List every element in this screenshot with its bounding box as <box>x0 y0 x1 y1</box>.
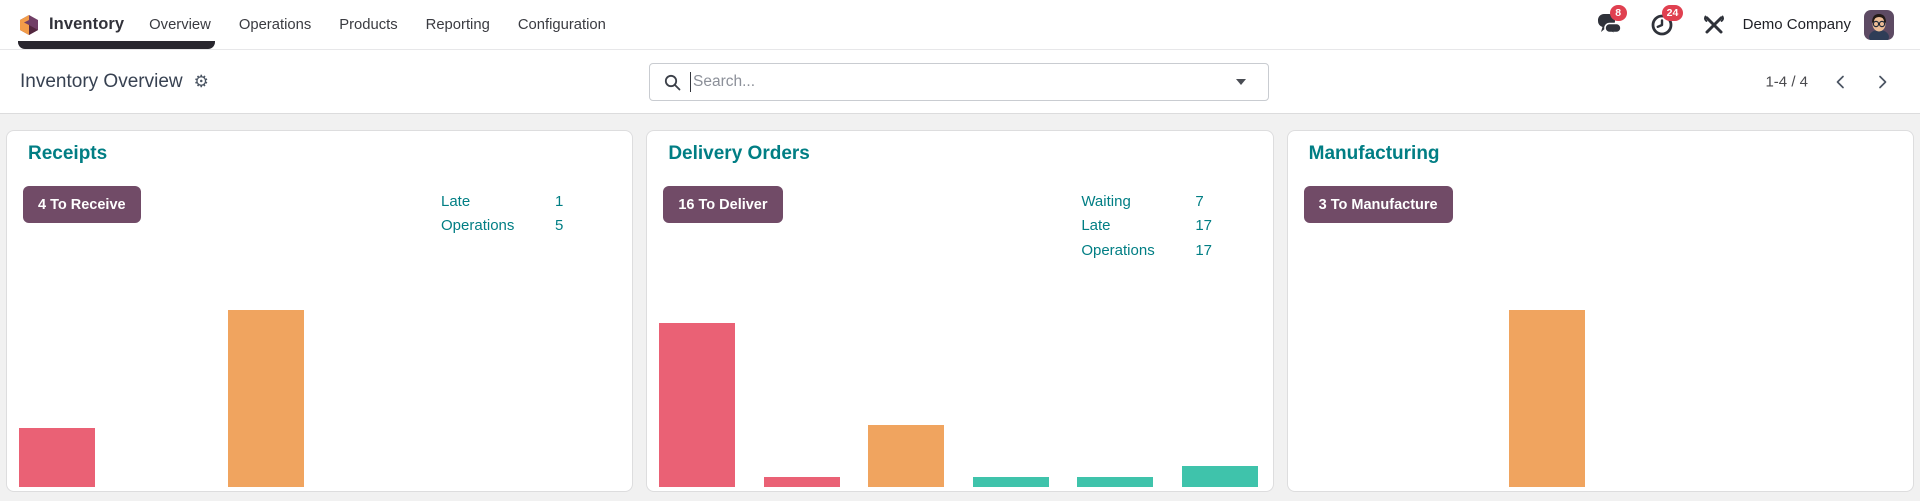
card-title-link[interactable]: Manufacturing <box>1308 143 1440 164</box>
avatar-image <box>1864 9 1894 40</box>
app-menu: Overview Operations Products Reporting Confi… <box>147 13 608 37</box>
card-link-value[interactable]: 5 <box>555 217 564 235</box>
nav-item-products[interactable]: Products <box>337 13 399 37</box>
card-link-label[interactable]: Waiting <box>1081 192 1131 210</box>
chart-bar[interactable] <box>1077 477 1154 487</box>
to-manufacture-button[interactable]: 3 To Manufacture <box>1303 186 1453 223</box>
nav-item-configuration[interactable]: Configuration <box>516 13 608 37</box>
chevron-left-icon <box>1836 75 1844 88</box>
chart-bar[interactable] <box>763 477 840 487</box>
chat-bubbles-icon <box>1598 14 1622 36</box>
card-link-row[interactable]: Late 17 <box>1081 214 1256 239</box>
pager-previous-button[interactable] <box>1831 71 1850 92</box>
card-link-label[interactable]: Operations <box>1081 241 1155 259</box>
pager-value[interactable]: 1-4 / 4 <box>1765 73 1808 90</box>
chart-bar[interactable] <box>19 428 95 487</box>
crossed-tools-icon <box>1703 15 1724 33</box>
card-title-link[interactable]: Delivery Orders <box>668 143 810 164</box>
search-input[interactable] <box>693 73 1228 91</box>
breadcrumb: Inventory Overview ⚙ <box>20 71 209 93</box>
inventory-app-icon <box>20 14 38 35</box>
card-link-value[interactable]: 17 <box>1195 217 1213 235</box>
pager-next-button[interactable] <box>1873 71 1892 92</box>
page-title: Inventory Overview <box>20 70 183 92</box>
card-links: Waiting 7 Late 17 Operations 17 <box>1081 189 1256 263</box>
card-link-row[interactable]: Late 1 <box>441 189 616 214</box>
card-link-value[interactable]: 1 <box>555 192 564 210</box>
chart-bar[interactable] <box>659 323 736 487</box>
card-link-row[interactable]: Waiting 7 <box>1081 189 1256 214</box>
chevron-down-icon <box>1236 79 1246 85</box>
activities-button[interactable]: 24 <box>1649 4 1684 38</box>
card-delivery-orders: Delivery Orders 16 To Deliver Waiting 7 La… <box>646 130 1274 492</box>
messages-badge: 8 <box>1609 4 1627 21</box>
card-links: Late 1 Operations 5 <box>441 189 616 238</box>
chart-bar[interactable] <box>972 477 1049 487</box>
chart-bar[interactable] <box>868 425 945 487</box>
delivery-orders-bar-chart <box>647 302 1272 487</box>
view-settings-gear-icon[interactable]: ⚙ <box>193 72 209 91</box>
nav-item-overview[interactable]: Overview <box>147 13 213 37</box>
chart-bar[interactable] <box>1181 466 1258 487</box>
text-cursor <box>690 72 691 92</box>
search-bar[interactable] <box>649 63 1269 101</box>
card-link-value[interactable]: 17 <box>1195 241 1213 259</box>
debug-tools-button[interactable] <box>1701 12 1727 38</box>
to-deliver-button[interactable]: 16 To Deliver <box>663 186 783 223</box>
active-app-indicator <box>18 41 215 49</box>
chevron-right-icon <box>1879 75 1887 88</box>
messages-button[interactable]: 8 <box>1597 4 1627 38</box>
nav-item-reporting[interactable]: Reporting <box>424 13 492 37</box>
app-name[interactable]: Inventory <box>49 15 125 33</box>
company-switcher[interactable]: Demo Company <box>1742 16 1851 33</box>
app-switcher-button[interactable]: Inventory <box>18 14 124 36</box>
chart-bar[interactable] <box>228 310 304 487</box>
nav-item-operations[interactable]: Operations <box>237 13 313 37</box>
card-link-label[interactable]: Operations <box>441 217 515 235</box>
card-link-row[interactable]: Operations 5 <box>441 214 616 239</box>
search-icon <box>664 74 681 90</box>
card-link-row[interactable]: Operations 17 <box>1081 238 1256 263</box>
card-receipts: Receipts 4 To Receive Late 1 Operations 5 <box>6 130 634 492</box>
card-manufacturing: Manufacturing 3 To Manufacture <box>1286 130 1914 492</box>
card-title-link[interactable]: Receipts <box>28 143 108 164</box>
search-dropdown-toggle[interactable] <box>1228 64 1254 100</box>
receipts-bar-chart <box>7 302 632 487</box>
chart-bar[interactable] <box>1508 310 1585 487</box>
control-panel: Inventory Overview ⚙ 1-4 / 4 <box>0 50 1920 114</box>
user-avatar[interactable] <box>1864 9 1894 40</box>
card-link-label[interactable]: Late <box>441 192 471 210</box>
card-link-label[interactable]: Late <box>1081 217 1111 235</box>
overview-kanban: Receipts 4 To Receive Late 1 Operations 5 D… <box>0 114 1920 501</box>
activities-badge: 24 <box>1661 4 1684 21</box>
to-receive-button[interactable]: 4 To Receive <box>23 186 141 223</box>
pager: 1-4 / 4 <box>1765 71 1892 92</box>
top-navbar: Inventory Overview Operations Products Repo… <box>0 0 1920 50</box>
card-link-value[interactable]: 7 <box>1195 192 1204 210</box>
manufacturing-bar-chart <box>1288 302 1913 487</box>
navbar-systray: 8 24 Demo Company <box>1571 4 1894 40</box>
